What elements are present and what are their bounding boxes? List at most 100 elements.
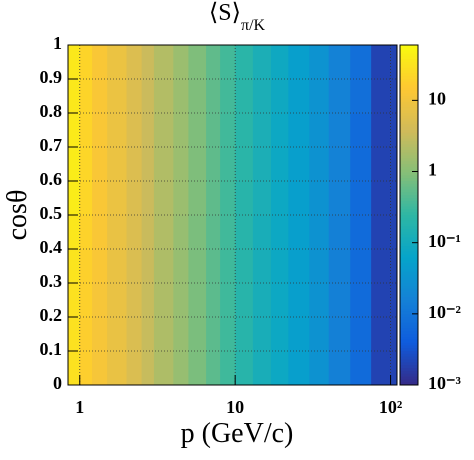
colorbar-segment <box>400 155 418 159</box>
heat-cell <box>206 113 221 148</box>
colorbar-segment <box>400 260 418 264</box>
heat-cell <box>92 215 108 250</box>
colorbar-segment <box>400 308 418 312</box>
heat-cell <box>252 283 272 318</box>
colorbar-segment <box>400 237 418 241</box>
y-tick-label: 0.8 <box>40 101 63 121</box>
colorbar-segment <box>400 215 418 219</box>
colorbar-segment <box>400 351 418 355</box>
colorbar-segment <box>400 220 418 224</box>
heat-cell <box>328 351 351 386</box>
colorbar-segment <box>400 166 418 171</box>
colorbar-segment <box>400 212 418 216</box>
colorbar-segment <box>400 206 418 210</box>
title-subscript: π/K <box>241 17 266 34</box>
colorbar-segment <box>400 175 418 179</box>
heat-cell <box>79 351 93 386</box>
heat-cell <box>288 113 310 148</box>
heat-cell <box>79 79 93 114</box>
colorbar-segment <box>400 158 418 162</box>
heat-cell <box>79 215 93 250</box>
heat-cell <box>92 351 108 386</box>
colorbar-segment <box>400 50 418 54</box>
colorbar-segment <box>400 138 418 142</box>
colorbar-segment <box>400 356 418 360</box>
heat-cell <box>371 147 398 182</box>
colorbar-segment <box>400 141 418 145</box>
colorbar-segment <box>400 90 418 94</box>
colorbar-segment <box>400 291 418 295</box>
heat-cell <box>220 113 236 148</box>
heat-cell <box>328 45 351 80</box>
heat-cell <box>107 215 128 250</box>
y-tick-label: 0.2 <box>40 305 63 325</box>
colorbar-segment <box>400 285 418 290</box>
heat-cell <box>328 283 351 318</box>
colorbar-segment <box>400 67 418 71</box>
colorbar-segment <box>400 325 418 329</box>
colorbar-segment <box>400 45 418 49</box>
heat-cell <box>252 351 272 386</box>
colorbar-segment <box>400 249 418 253</box>
heat-cell <box>92 113 108 148</box>
heat-cell <box>79 249 93 284</box>
colorbar-segment <box>400 328 418 332</box>
colorbar-segment <box>400 370 418 375</box>
colorbar-segment <box>400 121 418 125</box>
heat-cell <box>288 181 310 216</box>
colorbar-segment <box>400 178 418 182</box>
colorbar-segment <box>400 172 418 176</box>
heat-cell <box>153 317 174 352</box>
colorbar-segment <box>400 232 418 236</box>
x-tick-label: 10² <box>379 397 402 417</box>
heat-cell <box>371 283 398 318</box>
heat-cell <box>92 45 108 80</box>
heat-cell <box>68 215 81 250</box>
heat-cell <box>68 181 81 216</box>
colorbar-segment <box>400 317 418 321</box>
colorbar-segment <box>400 110 418 114</box>
colorbar-segment <box>400 132 418 137</box>
colorbar-segment <box>400 217 418 222</box>
heat-cell <box>173 283 189 318</box>
heat-cell <box>206 79 221 114</box>
heat-cell <box>309 215 330 250</box>
heat-cell <box>309 79 330 114</box>
heat-cell <box>79 283 93 318</box>
heat-cell <box>173 215 189 250</box>
colorbar-segment <box>400 104 418 108</box>
heat-cell <box>371 215 398 250</box>
heat-cell <box>206 45 221 80</box>
heat-cell <box>350 249 372 284</box>
heat-cell <box>220 215 236 250</box>
colorbar-segment <box>400 280 418 284</box>
colorbar-segment <box>400 274 418 278</box>
colorbar-segment <box>400 53 418 57</box>
colorbar-segment <box>400 302 418 307</box>
heat-cell <box>153 79 174 114</box>
colorbar-segment <box>400 87 418 91</box>
heat-cell <box>288 45 310 80</box>
plot-frame <box>67 44 398 386</box>
heat-cell <box>107 181 128 216</box>
colorbar-tick-label: 10 <box>428 88 446 108</box>
heat-cell <box>309 181 330 216</box>
colorbar-segment <box>400 107 418 111</box>
heat-cell <box>173 113 189 148</box>
colorbar-segment <box>400 268 418 273</box>
heat-cell <box>92 249 108 284</box>
colorbar-segment <box>400 73 418 77</box>
heat-cell <box>309 113 330 148</box>
heat-cell <box>188 147 207 182</box>
heat-cell <box>220 181 236 216</box>
colorbar-segment <box>400 144 418 148</box>
heat-cell <box>68 79 81 114</box>
heat-cell <box>68 283 81 318</box>
heat-cell <box>235 181 254 216</box>
colorbar-segment <box>400 115 418 120</box>
heat-cell <box>220 283 236 318</box>
heat-cell <box>107 113 128 148</box>
y-axis-label: cosθ <box>2 190 33 241</box>
heat-cell <box>206 283 221 318</box>
heat-cell <box>126 351 143 386</box>
